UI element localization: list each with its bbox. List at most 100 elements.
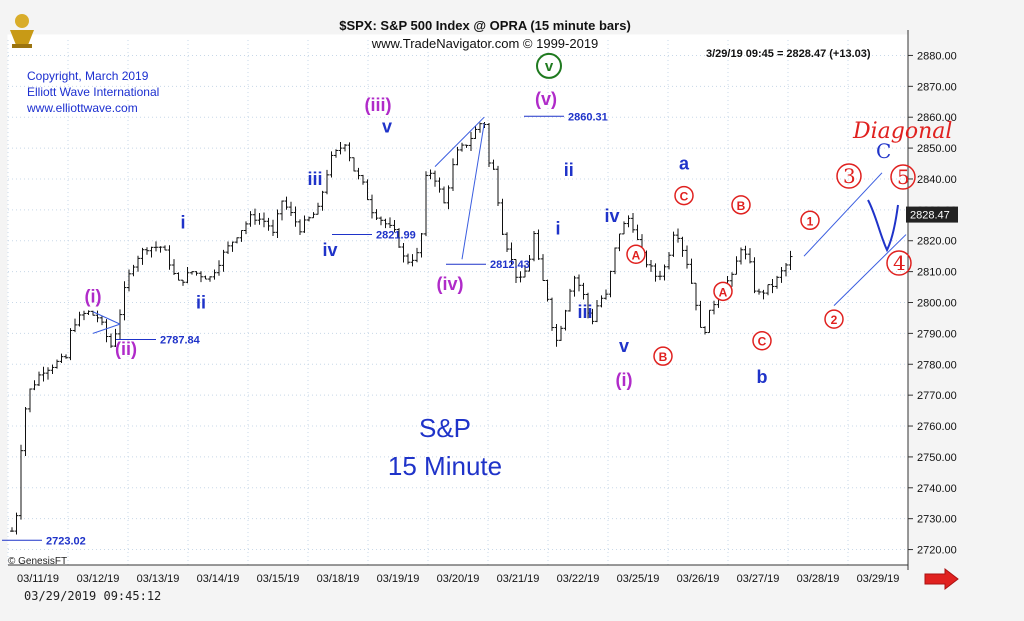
chart-title: $SPX: S&P 500 Index @ OPRA (15 minute ba… (339, 18, 631, 33)
copyright-line-3: www.elliottwave.com (27, 101, 138, 115)
wave-label-magenta: (i) (85, 287, 102, 307)
channel-line (461, 123, 485, 260)
wave-label-red: C (680, 190, 689, 204)
y-tick-label: 2820.00 (917, 236, 957, 248)
annotation-label: 2821.99 (376, 230, 416, 242)
wave-label-blue: v (382, 117, 392, 137)
x-tick-label: 03/29/19 (857, 573, 900, 585)
handwritten-mark: C (876, 139, 891, 163)
last-quote: 3/29/19 09:45 = 2828.47 (+13.03) (706, 48, 871, 60)
wave-label-red: C (758, 335, 767, 349)
wave-label-red: 2 (831, 313, 838, 327)
y-tick-label: 2750.00 (917, 452, 957, 464)
annotation-label: 2812.43 (490, 259, 530, 271)
x-tick-label: 03/11/19 (17, 573, 59, 585)
y-tick-label: 2880.00 (917, 50, 957, 62)
wave-label-magenta: (v) (535, 89, 557, 109)
handwritten-circle (890, 164, 916, 190)
x-tick-label: 03/19/19 (377, 573, 420, 585)
wave-circle-red (653, 346, 673, 366)
wave-label-blue: iii (577, 302, 592, 322)
x-tick-label: 03/13/19 (137, 573, 180, 585)
plot-background (7, 34, 909, 566)
wave-circle-red (752, 330, 772, 351)
wave-label-blue: i (180, 212, 185, 232)
wave-label-blue: b (757, 367, 768, 387)
y-tick-label: 2760.00 (917, 421, 957, 433)
genesis-label: © GenesisFT (8, 556, 68, 567)
wave-labels: (i)(ii)(iii)(iv)(v)(i)iiiiiiivviiiiiiivv… (85, 52, 844, 390)
wave-label-blue: iv (322, 240, 337, 260)
price-bars (10, 122, 793, 535)
handwritten-circle (886, 250, 912, 276)
wave-label-magenta: (ii) (115, 339, 137, 359)
timestamp: 03/29/2019 09:45:12 (24, 589, 162, 603)
annotation-label: 2787.84 (160, 335, 201, 347)
chart-subtitle: www.TradeNavigator.com © 1999-2019 (371, 36, 599, 51)
handwritten-word: Diagonal (852, 119, 952, 144)
wave-circle-red (800, 210, 820, 231)
price-tag-label: 2828.47 (910, 210, 950, 222)
copyright-line-1: Copyright, March 2019 (27, 69, 149, 83)
handwritten-circle (836, 163, 862, 189)
channel-line (803, 172, 883, 257)
channel-lines (92, 116, 907, 334)
x-tick-label: 03/22/19 (557, 573, 600, 585)
x-tick-label: 03/18/19 (317, 573, 360, 585)
wave-circle-red (674, 185, 694, 206)
wave-label-red: A (632, 248, 641, 262)
wave-label-red: A (719, 285, 728, 299)
wave-label-magenta: (iii) (365, 95, 392, 115)
x-tick-label: 03/21/19 (497, 573, 540, 585)
wave-label-magenta: (iv) (437, 274, 464, 294)
handwritten-mark: 3 (843, 164, 856, 188)
y-tick-label: 2840.00 (917, 174, 957, 186)
wave-circle-red (626, 244, 646, 265)
price-tag-box (906, 206, 958, 223)
y-tick-label: 2720.00 (917, 545, 957, 557)
price-annotations: 2723.02 2787.84 2821.99 2812.43 2860.31 (2, 111, 608, 547)
copyright-line-2: Elliott Wave International (27, 85, 160, 99)
channel-line (92, 311, 121, 325)
y-tick-label: 2800.00 (917, 298, 957, 310)
x-tick-label: 03/28/19 (797, 573, 840, 585)
channel-line (833, 234, 907, 306)
wave-label-blue: iv (604, 206, 619, 226)
wave-circle-red (731, 195, 751, 215)
y-tick-label: 2810.00 (917, 267, 957, 279)
wave-label-green: v (545, 58, 554, 75)
x-tick-label: 03/14/19 (197, 573, 240, 585)
y-tick-label: 2850.00 (917, 143, 957, 155)
wave-label-red: B (737, 199, 746, 213)
handwritten-mark: 4 (893, 251, 906, 275)
channel-line (92, 323, 121, 334)
wave-label-red: 1 (807, 214, 814, 228)
wave-label-blue: v (619, 336, 629, 356)
wave-label-blue: ii (564, 160, 574, 180)
x-tick-label: 03/20/19 (437, 573, 480, 585)
gold-logo-icon (10, 14, 34, 48)
x-axis: 03/11/19 03/12/19 03/13/19 03/14/19 03/15/19… (8, 564, 908, 585)
x-tick-label: 03/25/19 (617, 573, 660, 585)
annotation-label: 2860.31 (568, 111, 608, 123)
wave-label-red: B (659, 350, 668, 364)
y-tick-label: 2780.00 (917, 359, 957, 371)
wave-label-blue: ii (196, 293, 206, 313)
channel-line (434, 116, 485, 167)
wave-circle-green (536, 52, 562, 79)
chart-label-interval: 15 Minute (387, 451, 503, 481)
x-tick-label: 03/12/19 (77, 573, 120, 585)
wave-circle-red (824, 309, 844, 329)
y-tick-label: 2860.00 (917, 112, 957, 124)
chart-label-symbol: S&P (418, 413, 472, 443)
y-tick-label: 2730.00 (917, 514, 957, 526)
handwritten-stroke (867, 199, 899, 253)
red-arrow-icon[interactable] (924, 567, 959, 591)
x-tick-label: 03/15/19 (257, 573, 300, 585)
wave-circle-red (713, 281, 733, 302)
y-tick-label: 2870.00 (917, 81, 957, 93)
wave-label-blue: iii (307, 169, 322, 189)
x-tick-label: 03/26/19 (677, 573, 720, 585)
